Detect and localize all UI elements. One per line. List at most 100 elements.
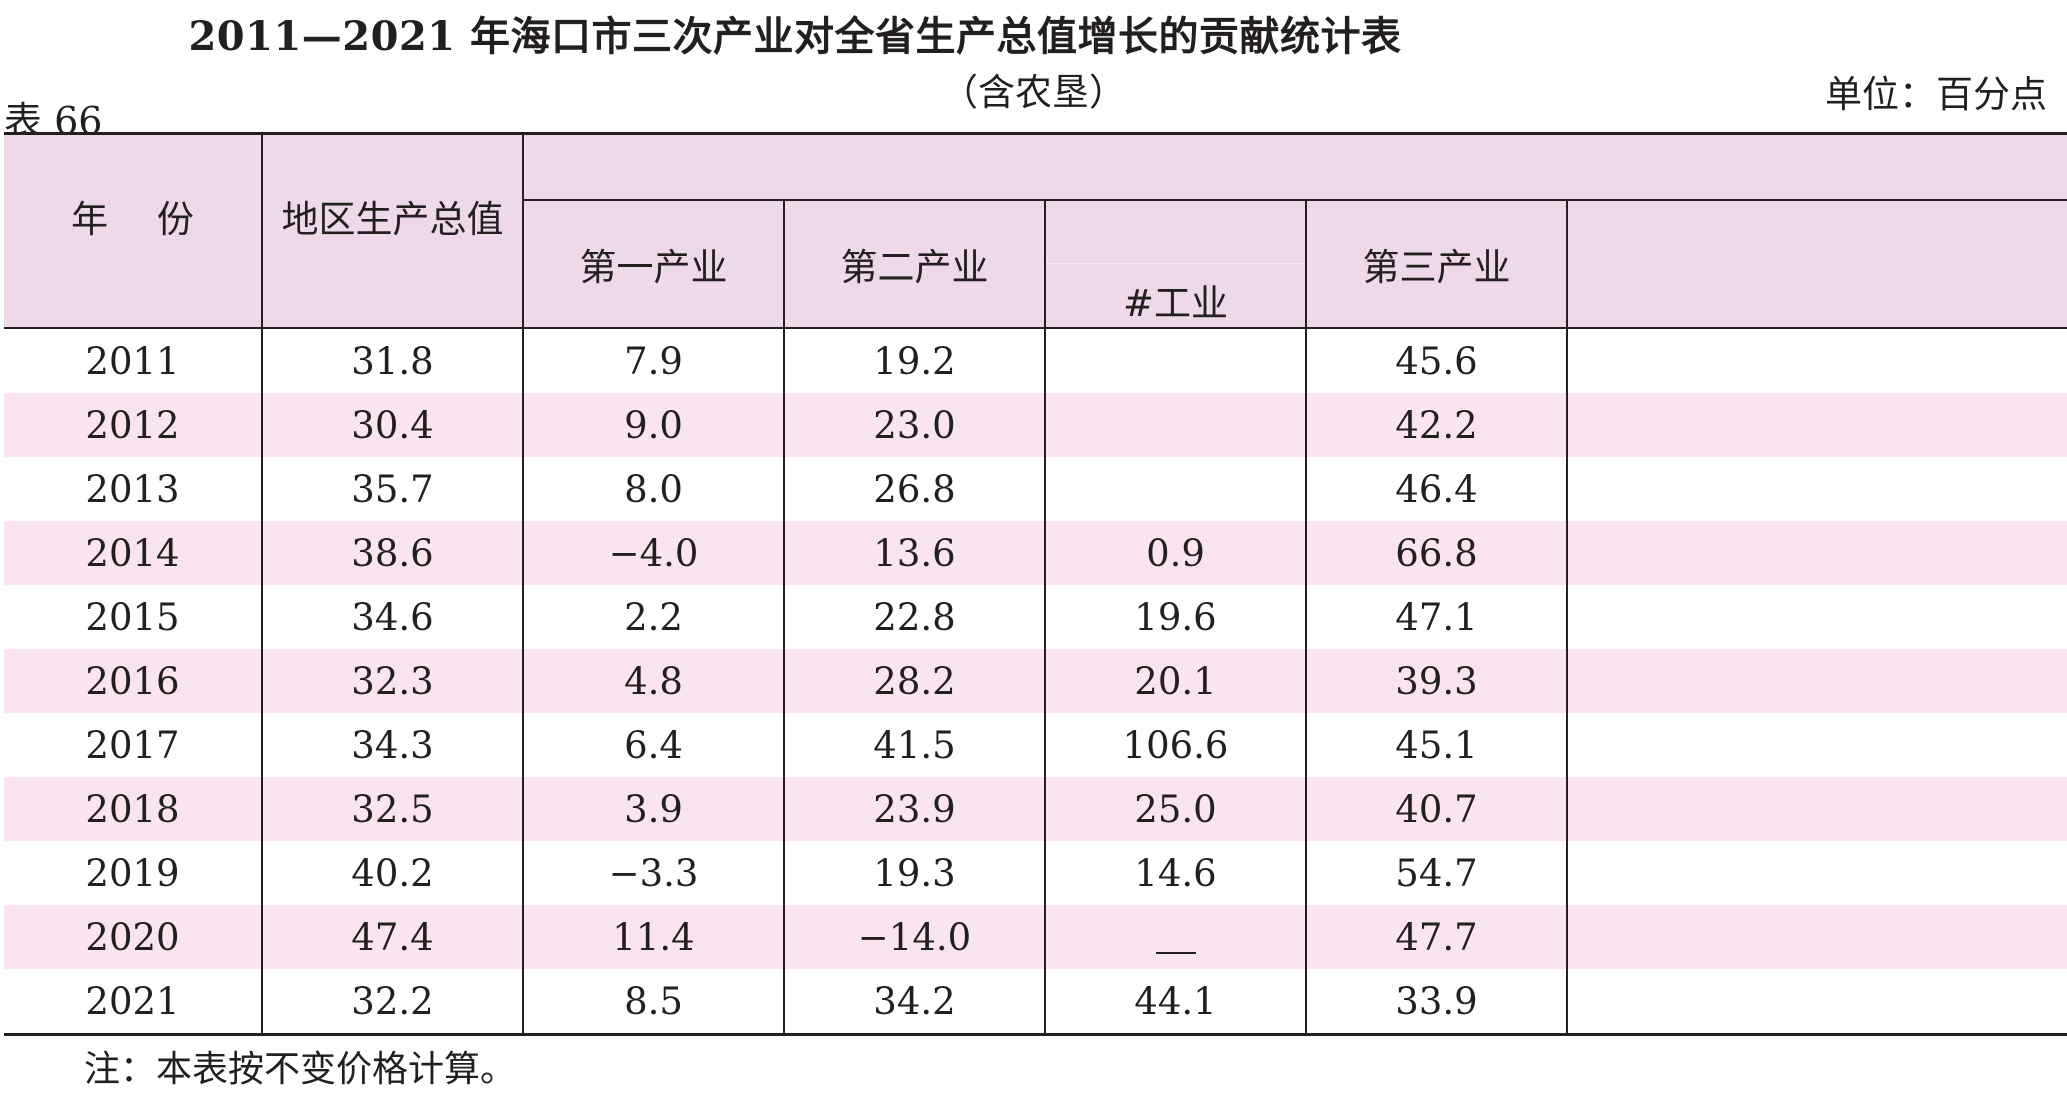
cell-year: 2014: [4, 521, 263, 585]
header-primary: 第一产业: [523, 199, 785, 328]
cell-industry: [1044, 393, 1307, 457]
cell-extra: [1565, 777, 2067, 841]
table-row: 2012 30.4 9.0 23.0 42.2: [4, 393, 2067, 457]
table-body: 2011 31.8 7.9 19.2 45.6 2012 30.4 9.0 23.0 42.2 20…: [4, 328, 2067, 1036]
cell-secondary: 28.2: [783, 649, 1046, 713]
cell-gdp: 38.6: [261, 521, 524, 585]
cell-tertiary: 46.4: [1305, 457, 1568, 521]
cell-year: 2021: [4, 969, 263, 1036]
cell-primary: −4.0: [522, 521, 785, 585]
cell-tertiary: 47.1: [1305, 585, 1568, 649]
cell-primary: −3.3: [522, 841, 785, 905]
cell-extra: [1565, 969, 2067, 1036]
cell-year: 2015: [4, 585, 263, 649]
cell-secondary: 23.0: [783, 393, 1046, 457]
cell-year: 2020: [4, 905, 263, 969]
cell-tertiary: 39.3: [1305, 649, 1568, 713]
cell-tertiary: 33.9: [1305, 969, 1568, 1036]
cell-primary: 11.4: [522, 905, 785, 969]
cell-extra: [1565, 521, 2067, 585]
header-industry-divider: [1046, 263, 1305, 264]
cell-primary: 2.2: [522, 585, 785, 649]
cell-industry: 19.6: [1044, 585, 1307, 649]
table-row: 2014 38.6 −4.0 13.6 0.9 66.8: [4, 521, 2067, 585]
cell-secondary: 19.3: [783, 841, 1046, 905]
cell-gdp: 32.5: [261, 777, 524, 841]
cell-secondary: 41.5: [783, 713, 1046, 777]
cell-tertiary: 45.6: [1305, 328, 1568, 393]
table-header: 年 份 地区生产总值 第一产业 第二产业 #工业 第三产业: [4, 133, 2067, 328]
cell-extra: [1565, 585, 2067, 649]
cell-primary: 8.5: [522, 969, 785, 1036]
cell-extra: [1565, 905, 2067, 969]
statistics-table-container: 年 份 地区生产总值 第一产业 第二产业 #工业 第三产业 2011 31.8 7.…: [4, 132, 2067, 1036]
table-row: 2017 34.3 6.4 41.5 106.6 45.1: [4, 713, 2067, 777]
cell-tertiary: 47.7: [1305, 905, 1568, 969]
cell-gdp: 34.6: [261, 585, 524, 649]
cell-year: 2013: [4, 457, 263, 521]
cell-tertiary: 40.7: [1305, 777, 1568, 841]
unit-label: 单位：百分点: [1825, 73, 2047, 116]
cell-year: 2011: [4, 328, 263, 393]
cell-extra: [1565, 393, 2067, 457]
cell-gdp: 32.3: [261, 649, 524, 713]
cell-primary: 7.9: [522, 328, 785, 393]
cell-gdp: 40.2: [261, 841, 524, 905]
cell-gdp: 30.4: [261, 393, 524, 457]
cell-secondary: 23.9: [783, 777, 1046, 841]
cell-tertiary: 54.7: [1305, 841, 1568, 905]
table-row: 2016 32.3 4.8 28.2 20.1 39.3: [4, 649, 2067, 713]
table-row: 2011 31.8 7.9 19.2 45.6: [4, 328, 2067, 393]
header-gdp: 地区生产总值: [261, 133, 524, 328]
cell-extra: [1565, 713, 2067, 777]
cell-gdp: 35.7: [261, 457, 524, 521]
cell-primary: 4.8: [522, 649, 785, 713]
cell-year: 2017: [4, 713, 263, 777]
cell-tertiary: 42.2: [1305, 393, 1568, 457]
cell-year: 2012: [4, 393, 263, 457]
cell-gdp: 31.8: [261, 328, 524, 393]
cell-gdp: 47.4: [261, 905, 524, 969]
cell-industry: [1044, 457, 1307, 521]
cell-secondary: 13.6: [783, 521, 1046, 585]
cell-industry: 0.9: [1044, 521, 1307, 585]
header-secondary: 第二产业: [783, 199, 1046, 328]
cell-extra: [1565, 841, 2067, 905]
cell-primary: 8.0: [522, 457, 785, 521]
cell-industry: 44.1: [1044, 969, 1307, 1036]
dash-mark: [1155, 926, 1196, 954]
cell-industry: 20.1: [1044, 649, 1307, 713]
cell-secondary: 19.2: [783, 328, 1046, 393]
table-row: 2019 40.2 −3.3 19.3 14.6 54.7: [4, 841, 2067, 905]
statistics-table: 年 份 地区生产总值 第一产业 第二产业 #工业 第三产业 2011 31.8 7.…: [4, 132, 2067, 1036]
cell-industry: 14.6: [1044, 841, 1307, 905]
cell-year: 2019: [4, 841, 263, 905]
table-row: 2021 32.2 8.5 34.2 44.1 33.9: [4, 969, 2067, 1036]
cell-year: 2016: [4, 649, 263, 713]
table-row: 2020 47.4 11.4 −14.0 47.7: [4, 905, 2067, 969]
table-row: 2013 35.7 8.0 26.8 46.4: [4, 457, 2067, 521]
header-extra: [1565, 199, 2067, 328]
cell-tertiary: 45.1: [1305, 713, 1568, 777]
cell-extra: [1565, 328, 2067, 393]
header-industry: #工业: [1044, 199, 1307, 328]
cell-secondary: 22.8: [783, 585, 1046, 649]
cell-industry: [1044, 905, 1307, 969]
cell-primary: 9.0: [522, 393, 785, 457]
cell-tertiary: 66.8: [1305, 521, 1568, 585]
cell-secondary: 26.8: [783, 457, 1046, 521]
cell-extra: [1565, 649, 2067, 713]
cell-extra: [1565, 457, 2067, 521]
cell-secondary: −14.0: [783, 905, 1046, 969]
cell-year: 2018: [4, 777, 263, 841]
cell-industry: [1044, 328, 1307, 393]
header-year: 年 份: [4, 133, 263, 328]
header-tertiary: 第三产业: [1305, 199, 1568, 328]
table-note: 注：本表按不变价格计算。: [84, 1049, 517, 1090]
cell-industry: 106.6: [1044, 713, 1307, 777]
cell-gdp: 32.2: [261, 969, 524, 1036]
page-subtitle: （含农垦）: [941, 71, 1126, 114]
header-industry-label: #工业: [1122, 282, 1228, 325]
cell-secondary: 34.2: [783, 969, 1046, 1036]
header-group-blank: [521, 133, 2067, 200]
